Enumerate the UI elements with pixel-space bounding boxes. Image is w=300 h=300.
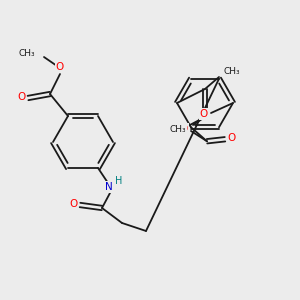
Text: O: O — [56, 62, 64, 72]
Text: O: O — [200, 109, 208, 119]
Text: H: H — [115, 176, 123, 186]
Text: O: O — [17, 92, 25, 102]
Text: O: O — [180, 124, 188, 134]
Text: O: O — [228, 133, 236, 143]
Text: CH₃: CH₃ — [169, 124, 186, 134]
Text: N: N — [105, 182, 113, 192]
Text: CH₃: CH₃ — [224, 68, 241, 76]
Text: CH₃: CH₃ — [18, 49, 35, 58]
Text: O: O — [69, 199, 77, 209]
